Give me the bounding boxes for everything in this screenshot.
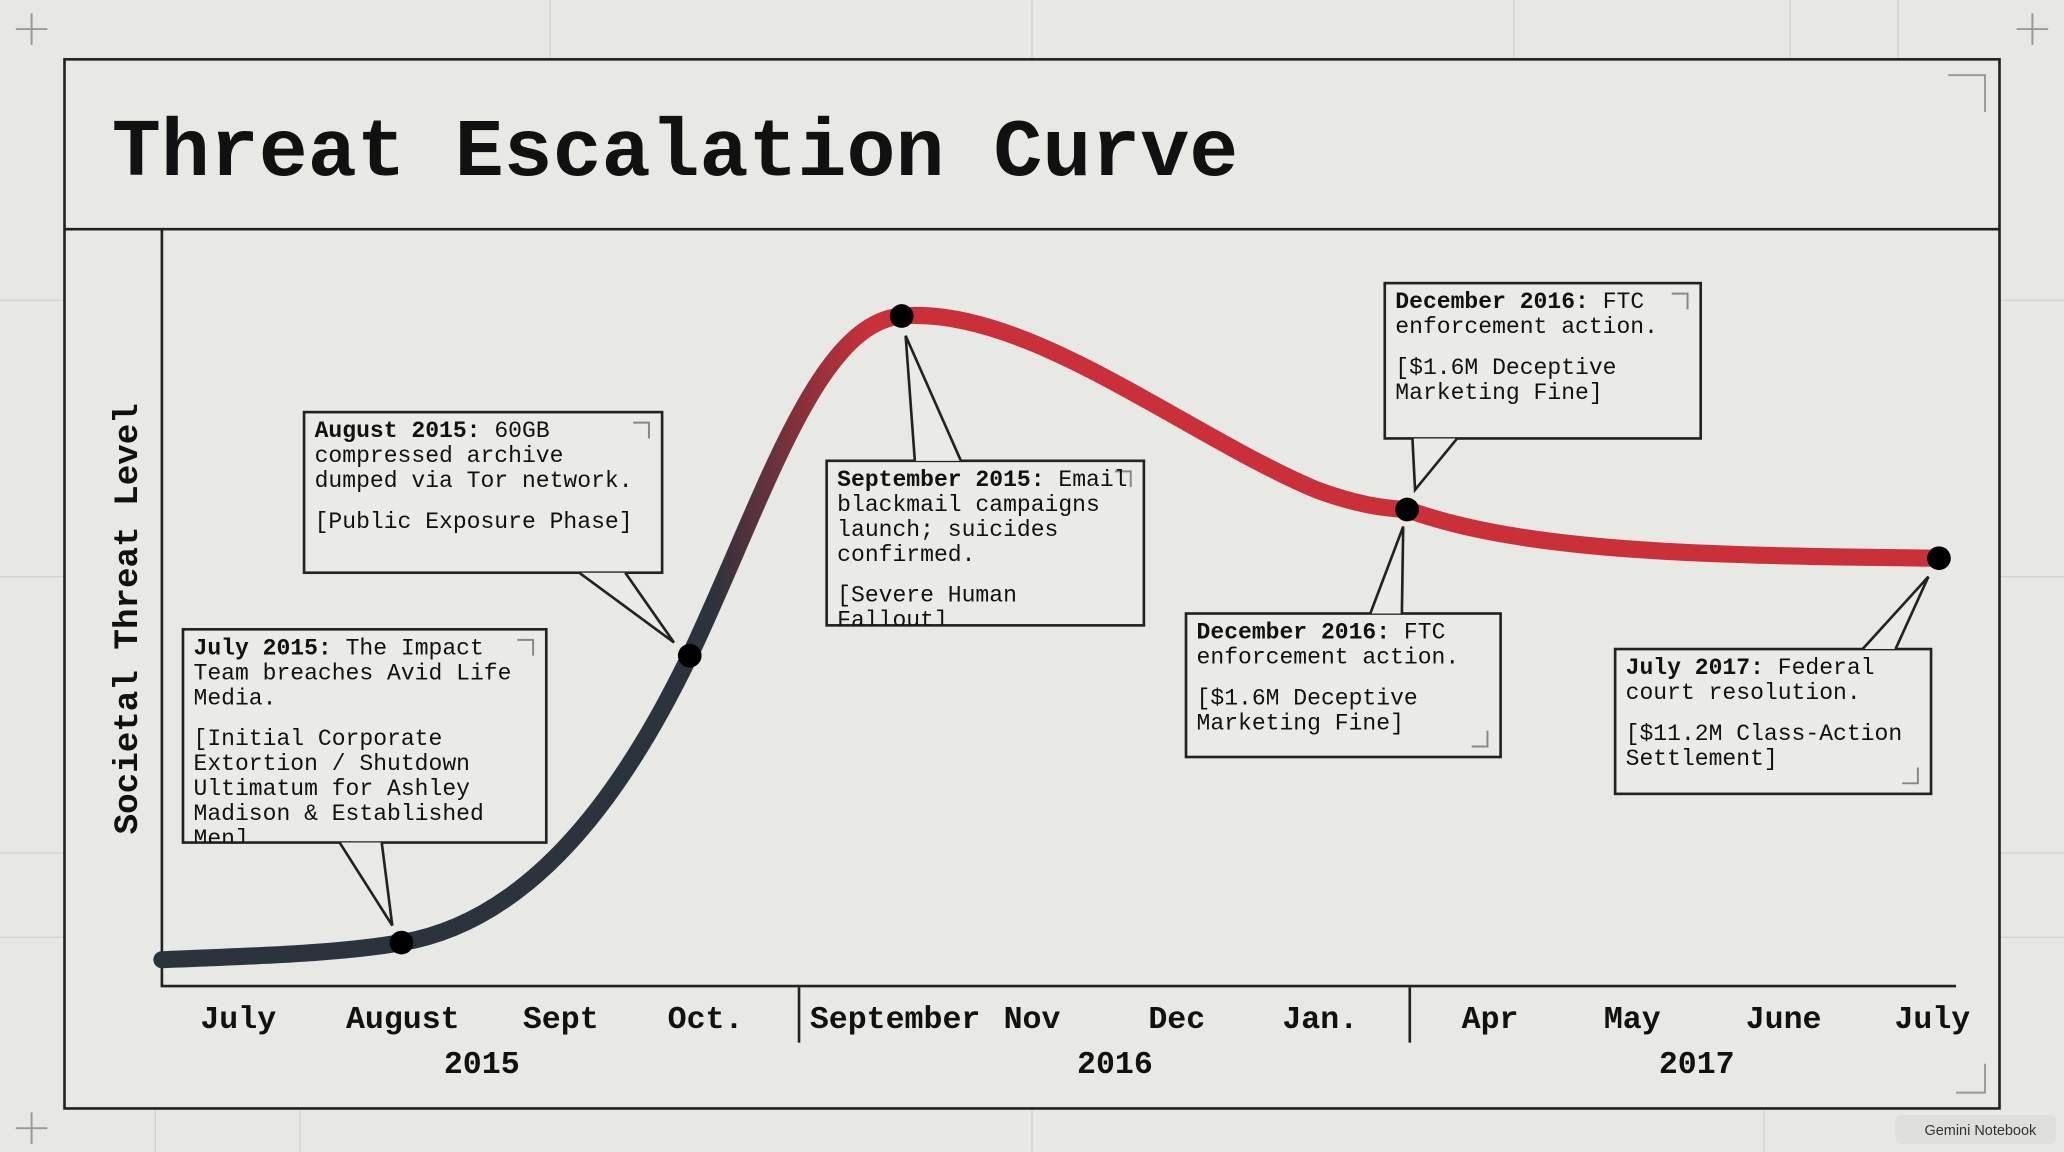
month-label: September <box>810 1003 981 1038</box>
callout-heading: July 2015: The Impact Team breaches Avid… <box>194 637 536 712</box>
callouts: July 2015: The Impact Team breaches Avid… <box>181 281 1933 927</box>
event-text: 60GB compressed archive dumped via Tor n… <box>314 418 633 496</box>
callout-pointer-line <box>1861 575 1930 650</box>
event-tag: [$11.2M Class-Action Settlement] <box>1625 721 1903 773</box>
callout-text: December 2016: FTC enforcement action. [$… <box>1186 614 1501 757</box>
callout-text: July 2015: The Impact Team breaches Avid… <box>183 629 546 843</box>
month-label: July <box>200 1003 276 1038</box>
callout-content: July 2017: Federal court resolution. [$11… <box>1615 649 1931 794</box>
month-label: Nov <box>1004 1003 1061 1038</box>
callout-heading: July 2017: Federal court resolution. <box>1625 655 1921 707</box>
callout-content: July 2015: The Impact Team breaches Avid… <box>183 629 546 843</box>
callout-box <box>1613 647 1933 796</box>
callout-box <box>825 459 1146 627</box>
year-label: 2016 <box>1077 1048 1153 1083</box>
event-point <box>889 304 914 328</box>
event-point <box>1927 546 1951 571</box>
event-date: September 2015: <box>837 467 1045 494</box>
callout-pointer-line <box>1411 437 1459 494</box>
callout-corner <box>1902 767 1919 785</box>
month-label: Sept <box>523 1003 599 1038</box>
event-points <box>389 304 1951 955</box>
watermark-bg <box>1895 1115 2057 1144</box>
month-label: Apr <box>1462 1003 1519 1038</box>
callout-text: July 2017: Federal court resolution. [$11… <box>1615 649 1931 794</box>
callout-corner <box>1471 730 1489 748</box>
event-text: FTC enforcement action. <box>1196 620 1460 672</box>
event-tag: [Initial Corporate Extortion / Shutdown … <box>193 726 484 843</box>
corner-mark <box>1956 1063 1987 1094</box>
event-date: July 2017: <box>1625 655 1764 682</box>
event-date: August 2015: <box>314 418 481 446</box>
event-point <box>1395 497 1419 522</box>
callout-heading: August 2015: 60GB compressed archive dum… <box>314 418 652 496</box>
year-label: 2015 <box>444 1048 520 1083</box>
callout-pointer-line <box>338 841 394 927</box>
callout-box <box>1184 612 1502 759</box>
corner-mark <box>1948 74 1987 112</box>
month-label: Dec <box>1148 1003 1205 1038</box>
x-labels: July August Sept Oct. September Nov Dec Jan. Apr… <box>200 1003 1970 1083</box>
callout-corner <box>1114 470 1132 488</box>
callout-corner <box>633 421 650 439</box>
callout-corner <box>1671 292 1689 310</box>
callout-text: September 2015: Email blackmail campaign… <box>827 461 1144 626</box>
callout-corner <box>517 638 535 656</box>
event-point <box>677 643 702 668</box>
watermark: Gemini Notebook <box>1924 1123 2037 1139</box>
callout-content: December 2016: FTC enforcement action. [$… <box>1385 283 1701 438</box>
event-tag: [Severe Human Fallout] <box>837 583 1017 626</box>
month-label: Jan. <box>1282 1003 1358 1038</box>
event-point <box>389 930 414 955</box>
event-date: December 2016: <box>1196 620 1391 647</box>
callout-pointer-line <box>904 335 963 462</box>
callout-content: August 2015: 60GB compressed archive dum… <box>304 412 662 573</box>
month-label: Oct. <box>668 1003 744 1038</box>
callout-heading: December 2016: FTC enforcement action. <box>1395 289 1690 342</box>
corner-crosses <box>15 13 2049 1144</box>
callout-pointer-line <box>578 571 676 644</box>
y-axis-label: Societal Threat Level <box>110 403 148 834</box>
event-tag: [Public Exposure Phase] <box>314 509 633 536</box>
callout-pointer-line <box>1369 526 1405 614</box>
callout-text: December 2016: FTC enforcement action. [$… <box>1385 283 1701 438</box>
event-tag: [$1.6M Deceptive Marketing Fine] <box>1395 355 1617 407</box>
title: Threat Escalation Curve <box>112 107 1238 200</box>
event-text: The Impact Team breaches Avid Life Media… <box>193 635 512 713</box>
event-text: FTC enforcement action. <box>1395 289 1658 342</box>
month-label: August <box>346 1003 460 1038</box>
callout-content: September 2015: Email blackmail campaign… <box>827 461 1144 626</box>
event-text: Federal court resolution. <box>1625 655 1875 707</box>
year-label: 2017 <box>1659 1048 1735 1083</box>
month-label: July <box>1894 1003 1970 1038</box>
callout-heading: December 2016: FTC enforcement action. <box>1197 621 1491 671</box>
event-text: Email blackmail campaigns launch; suicid… <box>837 467 1128 569</box>
event-date: December 2016: <box>1395 289 1589 317</box>
callout-box <box>1383 281 1703 440</box>
callout-text: August 2015: 60GB compressed archive dum… <box>304 412 662 573</box>
callout-content: December 2016: FTC enforcement action. [$… <box>1186 614 1501 757</box>
event-date: July 2015: <box>193 635 332 663</box>
callout-box <box>181 627 548 844</box>
month-label: June <box>1746 1003 1822 1038</box>
event-tag: [$1.6M Deceptive Marketing Fine] <box>1196 685 1418 738</box>
month-label: May <box>1604 1003 1661 1038</box>
callout-heading: September 2015: Email blackmail campaign… <box>837 467 1133 569</box>
callout-box <box>302 410 664 575</box>
